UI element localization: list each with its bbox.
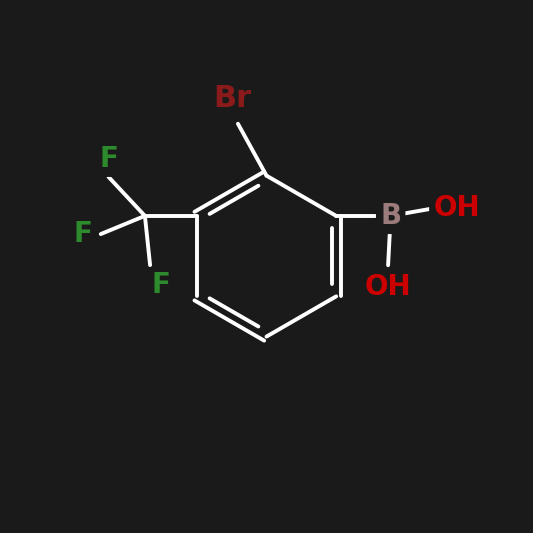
Text: OH: OH [433, 194, 480, 222]
Text: OH: OH [365, 273, 411, 301]
Text: F: F [99, 145, 118, 173]
Text: F: F [151, 271, 170, 299]
Text: F: F [73, 220, 92, 248]
Text: Br: Br [214, 84, 252, 114]
Text: B: B [380, 202, 401, 230]
